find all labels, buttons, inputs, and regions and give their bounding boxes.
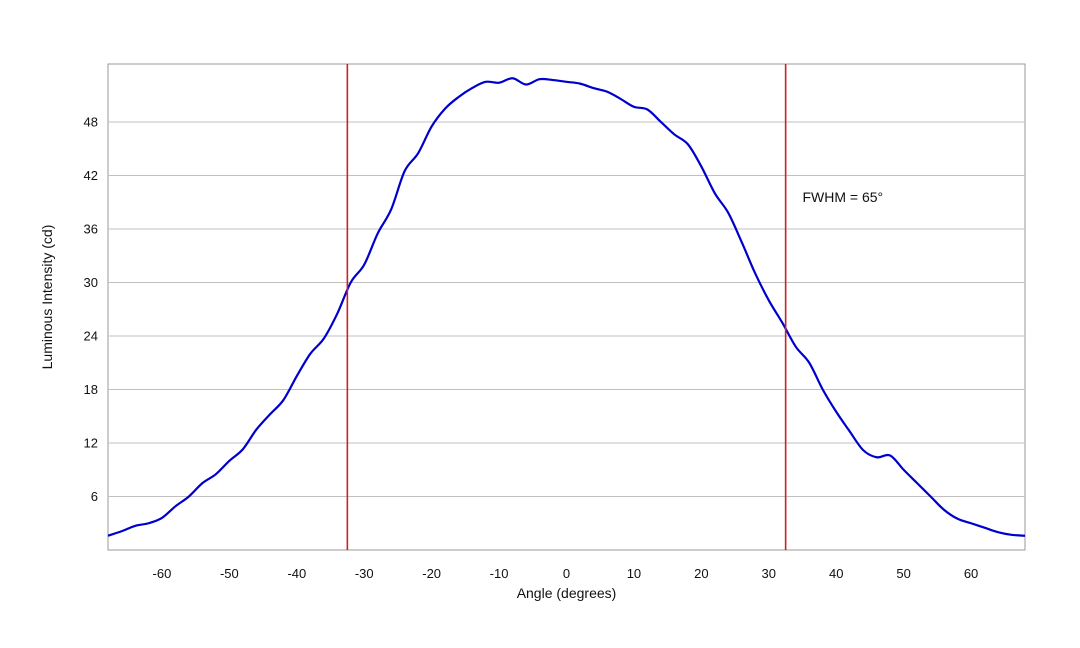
series-line (107, 77, 1026, 537)
x-tick-labels: -60 -50 -40 -30 -20 -10 0 10 20 30 40 50 60 (153, 566, 979, 581)
y-tick-label: 6 (91, 489, 98, 504)
x-tick-label: -10 (490, 566, 509, 581)
plot-frame (107, 63, 1026, 551)
plot-area (107, 63, 1026, 551)
fwhm-annotation: FWHM = 65° (802, 189, 883, 205)
grid-lines (108, 121, 1025, 497)
x-axis-label: Angle (degrees) (517, 585, 617, 601)
x-tick-label: 40 (829, 566, 843, 581)
x-tick-label: -40 (287, 566, 306, 581)
x-tick-label: 0 (563, 566, 570, 581)
x-tick-label: 50 (896, 566, 910, 581)
y-tick-label: 30 (84, 275, 98, 290)
y-tick-label: 36 (84, 221, 98, 236)
y-tick-label: 24 (84, 328, 98, 343)
x-tick-label: 30 (762, 566, 776, 581)
y-tick-label: 48 (84, 114, 98, 129)
y-tick-labels: 6 12 18 24 30 36 42 48 (84, 114, 98, 504)
x-tick-label: -60 (153, 566, 172, 581)
marker-lines (346, 64, 787, 550)
x-tick-label: 60 (964, 566, 978, 581)
y-tick-label: 12 (84, 435, 98, 450)
x-tick-label: -50 (220, 566, 239, 581)
y-tick-label: 18 (84, 382, 98, 397)
y-tick-label: 42 (84, 168, 98, 183)
x-tick-label: 20 (694, 566, 708, 581)
series-layer (107, 77, 1026, 537)
x-tick-label: -20 (422, 566, 441, 581)
x-tick-label: 10 (627, 566, 641, 581)
annotations: FWHM = 65° (802, 189, 883, 205)
x-tick-label: -30 (355, 566, 374, 581)
y-axis-label: Luminous Intensity (cd) (39, 225, 55, 370)
